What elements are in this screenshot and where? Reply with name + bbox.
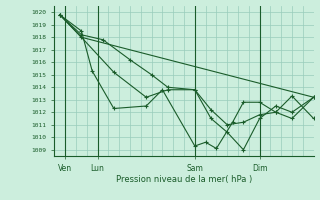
X-axis label: Pression niveau de la mer( hPa ): Pression niveau de la mer( hPa ) — [116, 175, 252, 184]
